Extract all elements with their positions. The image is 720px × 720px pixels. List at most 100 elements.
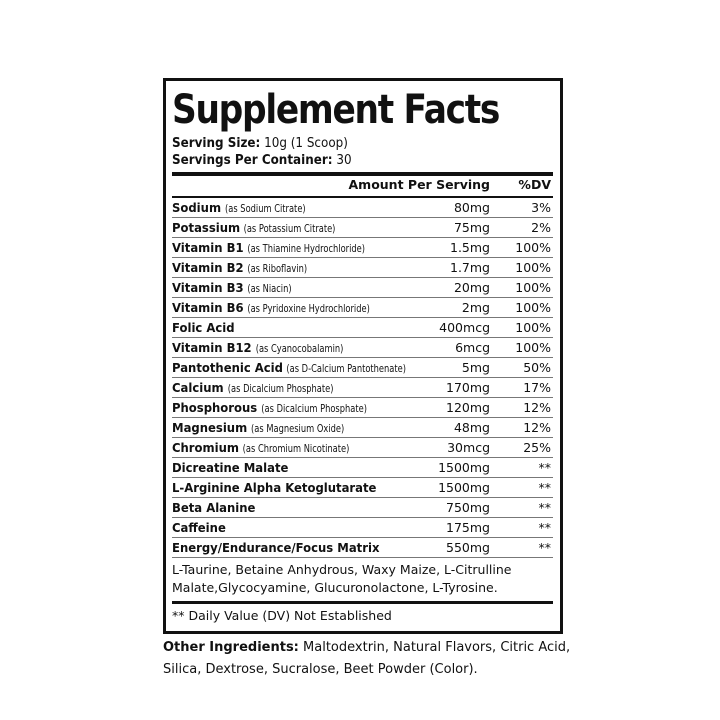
table-row: Vitamin B3 (as Niacin) 20mg 100% <box>172 278 553 298</box>
servings-per-container-label: Servings Per Container: <box>172 153 333 168</box>
nutrient-dv: ** <box>538 540 552 555</box>
table-row: Vitamin B1 (as Thiamine Hydrochloride) 1.… <box>172 238 553 258</box>
nutrient-source: (as D-Calcium Pantothenate) <box>286 363 407 375</box>
nutrient-name: Energy/Endurance/Focus Matrix <box>172 540 380 555</box>
nutrient-name-cell: Chromium (as Chromium Nicotinate) <box>172 438 368 459</box>
nutrient-dv: 100% <box>515 240 551 255</box>
table-row: Potassium (as Potassium Citrate) 75mg 2% <box>172 218 553 238</box>
nutrient-name: Dicreatine Malate <box>172 460 289 475</box>
servings-per-container-value: 30 <box>336 153 352 168</box>
nutrient-amount: 1.7mg <box>450 260 490 275</box>
table-row: Magnesium (as Magnesium Oxide) 48mg 12% <box>172 418 553 438</box>
nutrient-name: Magnesium <box>172 420 248 435</box>
table-row: Sodium (as Sodium Citrate) 80mg 3% <box>172 198 553 218</box>
table-row: Dicreatine Malate 1500mg ** <box>172 458 553 478</box>
nutrient-name: Phosphorous <box>172 400 258 415</box>
nutrient-amount: 400mcg <box>439 320 490 335</box>
nutrient-amount: 20mg <box>453 280 490 295</box>
thick-divider <box>172 172 553 176</box>
other-ingredients-value: Maltodextrin, Natural Flavors, Citric Ac… <box>163 640 571 677</box>
nutrient-amount: 550mg <box>446 540 490 555</box>
nutrient-amount: 1.5mg <box>450 240 490 255</box>
nutrient-name: Caffeine <box>172 520 226 535</box>
serving-size: Serving Size: 10g (1 Scoop) <box>172 136 348 152</box>
nutrient-name-cell: Pantothenic Acid (as D-Calcium Pantothen… <box>172 358 427 379</box>
nutrient-name: Potassium <box>172 220 241 235</box>
nutrient-dv: 12% <box>523 400 551 415</box>
nutrient-name-cell: Vitamin B6 (as Pyridoxine Hydrochloride) <box>172 298 391 319</box>
nutrient-name: Vitamin B2 <box>172 260 244 275</box>
nutrient-amount: 6mcg <box>455 340 490 355</box>
nutrient-name-cell: Magnesium (as Magnesium Oxide) <box>172 418 360 439</box>
nutrient-amount: 30mcg <box>447 440 490 455</box>
nutrient-amount: 170mg <box>446 380 490 395</box>
table-row: Phosphorous (as Dicalcium Phosphate) 120m… <box>172 398 553 418</box>
nutrient-name: Vitamin B3 <box>172 280 244 295</box>
nutrient-dv: 2% <box>531 220 551 235</box>
nutrient-name-cell: Sodium (as Sodium Citrate) <box>172 198 320 219</box>
servings-per-container: Servings Per Container: 30 <box>172 153 352 169</box>
dv-header: %DV <box>518 177 551 192</box>
table-row: Folic Acid 400mcg 100% <box>172 318 553 338</box>
table-row: Vitamin B6 (as Pyridoxine Hydrochloride)… <box>172 298 553 318</box>
nutrient-source: (as Chromium Nicotinate) <box>242 443 350 455</box>
nutrient-name-cell: Vitamin B12 (as Cyanocobalamin) <box>172 338 359 359</box>
nutrient-name-cell: Folic Acid <box>172 318 238 337</box>
nutrient-amount: 48mg <box>453 420 490 435</box>
nutrient-dv: 25% <box>523 440 551 455</box>
table-row: Energy/Endurance/Focus Matrix 550mg ** <box>172 538 553 558</box>
table-row: Pantothenic Acid (as D-Calcium Pantothen… <box>172 358 553 378</box>
nutrient-source: (as Cyanocobalamin) <box>255 343 344 355</box>
other-ingredients: Other Ingredients: Maltodextrin, Natural… <box>163 637 583 681</box>
nutrient-name-cell: Vitamin B3 (as Niacin) <box>172 278 299 299</box>
nutrient-amount: 5mg <box>461 360 490 375</box>
nutrient-amount: 120mg <box>446 400 490 415</box>
nutrient-source: (as Potassium Citrate) <box>243 223 336 235</box>
nutrient-dv: ** <box>538 500 552 515</box>
nutrient-name-cell: Vitamin B1 (as Thiamine Hydrochloride) <box>172 238 386 259</box>
other-ingredients-label: Other Ingredients: <box>163 640 299 655</box>
nutrient-name-cell: Dicreatine Malate <box>172 458 292 477</box>
serving-size-value: 10g (1 Scoop) <box>264 136 348 151</box>
matrix-ingredients: L-Taurine, Betaine Anhydrous, Waxy Maize… <box>172 562 512 595</box>
nutrient-source: (as Niacin) <box>247 283 292 295</box>
nutrient-name-cell: Caffeine <box>172 518 230 537</box>
nutrient-amount: 2mg <box>461 300 490 315</box>
nutrient-dv: 100% <box>515 340 551 355</box>
nutrient-name-cell: Beta Alanine <box>172 498 259 517</box>
nutrient-name-cell: Vitamin B2 (as Riboflavin) <box>172 258 318 279</box>
nutrient-name-cell: Potassium (as Potassium Citrate) <box>172 218 352 239</box>
nutrient-dv: ** <box>538 460 552 475</box>
nutrient-dv: 100% <box>515 300 551 315</box>
table-row: Vitamin B2 (as Riboflavin) 1.7mg 100% <box>172 258 553 278</box>
nutrient-amount: 750mg <box>446 500 490 515</box>
nutrient-name: L-Arginine Alpha Ketoglutarate <box>172 480 377 495</box>
nutrient-name: Pantothenic Acid <box>172 360 283 375</box>
nutrient-amount: 1500mg <box>438 460 490 475</box>
nutrient-dv: 100% <box>515 260 551 275</box>
nutrient-dv: 3% <box>531 200 551 215</box>
nutrient-amount: 75mg <box>453 220 490 235</box>
nutrient-dv: 50% <box>523 360 551 375</box>
nutrient-dv: ** <box>538 480 552 495</box>
table-row: Beta Alanine 750mg ** <box>172 498 553 518</box>
nutrient-source: (as Thiamine Hydrochloride) <box>247 243 365 255</box>
table-row: L-Arginine Alpha Ketoglutarate 1500mg ** <box>172 478 553 498</box>
table-row: Vitamin B12 (as Cyanocobalamin) 6mcg 100% <box>172 338 553 358</box>
nutrient-name: Chromium <box>172 440 240 455</box>
nutrient-source: (as Sodium Citrate) <box>224 203 306 215</box>
nutrient-name: Vitamin B1 <box>172 240 244 255</box>
nutrient-name: Beta Alanine <box>172 500 256 515</box>
nutrient-name: Vitamin B6 <box>172 300 244 315</box>
serving-size-label: Serving Size: <box>172 136 261 151</box>
nutrient-dv: ** <box>538 520 552 535</box>
nutrient-amount: 1500mg <box>438 480 490 495</box>
nutrient-name: Calcium <box>172 380 224 395</box>
table-row: Calcium (as Dicalcium Phosphate) 170mg 17% <box>172 378 553 398</box>
nutrient-name: Sodium <box>172 200 222 215</box>
nutrient-name: Vitamin B12 <box>172 340 252 355</box>
nutrient-dv: 12% <box>523 420 551 435</box>
header-divider <box>172 196 553 198</box>
nutrient-amount: 175mg <box>446 520 490 535</box>
nutrient-table: Sodium (as Sodium Citrate) 80mg 3% Potassiu… <box>172 198 553 558</box>
